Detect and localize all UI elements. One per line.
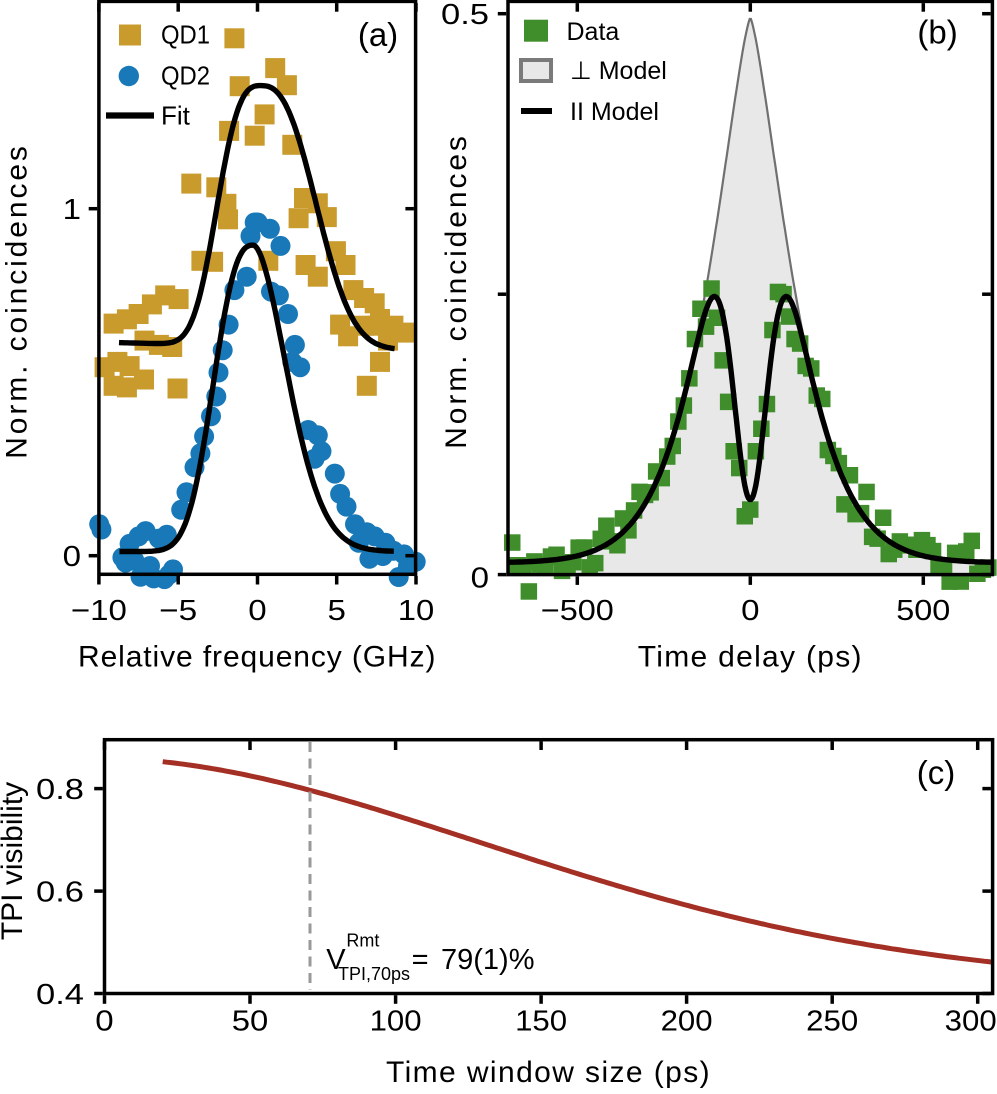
svg-text:0.5: 0.5 bbox=[441, 0, 489, 31]
svg-text:Time delay (ps): Time delay (ps) bbox=[638, 640, 863, 673]
svg-text:0.8: 0.8 bbox=[36, 774, 84, 806]
svg-text:TPI,70ps: TPI,70ps bbox=[338, 964, 410, 984]
svg-text:(b): (b) bbox=[917, 14, 957, 51]
svg-text:TPI visibility: TPI visibility bbox=[0, 782, 29, 940]
svg-text:50: 50 bbox=[232, 1006, 269, 1038]
svg-text:=: = bbox=[412, 944, 429, 976]
svg-text:300: 300 bbox=[945, 1006, 997, 1038]
svg-text:0: 0 bbox=[95, 1006, 113, 1038]
svg-text:0: 0 bbox=[63, 541, 81, 573]
svg-text:200: 200 bbox=[661, 1006, 713, 1038]
svg-text:0: 0 bbox=[471, 562, 489, 594]
svg-text:Fit: Fit bbox=[161, 101, 191, 131]
svg-text:150: 150 bbox=[515, 1006, 567, 1038]
svg-text:−5: −5 bbox=[159, 595, 197, 627]
svg-text:⊥ Model: ⊥ Model bbox=[570, 57, 667, 85]
svg-text:Time window size (ps): Time window size (ps) bbox=[386, 1056, 711, 1089]
svg-text:0.6: 0.6 bbox=[36, 877, 84, 909]
svg-text:1: 1 bbox=[63, 194, 81, 226]
svg-text:100: 100 bbox=[370, 1006, 422, 1038]
svg-text:Rmt: Rmt bbox=[346, 930, 379, 950]
svg-text:10: 10 bbox=[398, 595, 435, 627]
svg-text:V: V bbox=[326, 944, 346, 976]
svg-text:500: 500 bbox=[896, 595, 950, 627]
svg-text:II Model: II Model bbox=[570, 98, 659, 126]
svg-text:(a): (a) bbox=[358, 16, 398, 53]
svg-text:−10: −10 bbox=[71, 595, 127, 627]
svg-text:0.4: 0.4 bbox=[36, 979, 84, 1011]
svg-text:79(1)%: 79(1)% bbox=[441, 944, 535, 976]
svg-text:250: 250 bbox=[806, 1006, 858, 1038]
svg-text:Norm. coincidences: Norm. coincidences bbox=[0, 143, 33, 459]
svg-text:QD1: QD1 bbox=[161, 20, 210, 50]
svg-text:Norm. coincidences: Norm. coincidences bbox=[440, 133, 473, 449]
svg-text:0: 0 bbox=[248, 595, 266, 627]
svg-text:Data: Data bbox=[567, 18, 620, 46]
svg-text:0: 0 bbox=[741, 595, 759, 627]
svg-text:(c): (c) bbox=[917, 754, 955, 791]
svg-text:5: 5 bbox=[328, 595, 346, 627]
svg-text:QD2: QD2 bbox=[161, 61, 210, 91]
svg-text:−500: −500 bbox=[541, 595, 614, 627]
svg-text:Relative frequency (GHz): Relative frequency (GHz) bbox=[78, 640, 436, 673]
